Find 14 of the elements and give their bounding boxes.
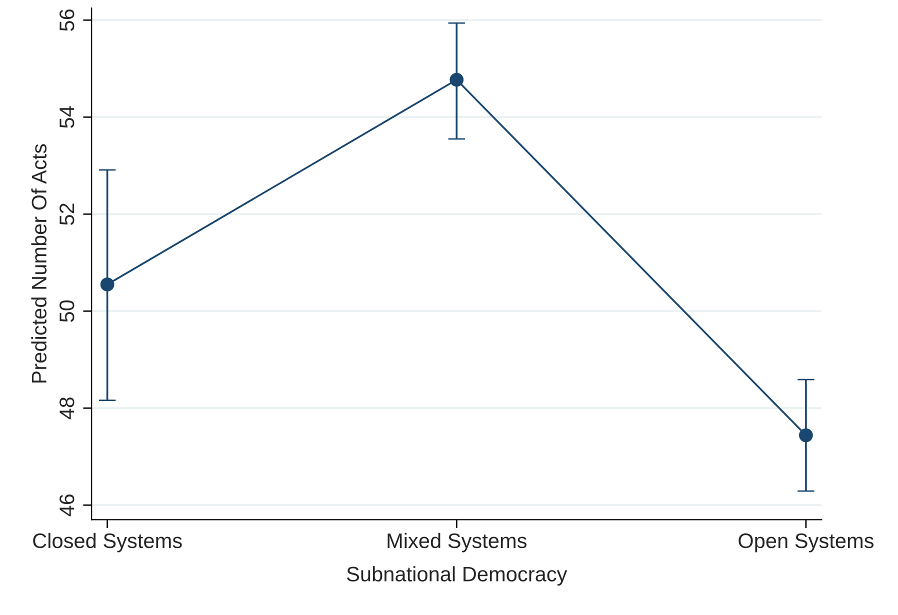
y-tick-label: 54 <box>60 106 74 128</box>
point <box>450 72 464 87</box>
x-tick-label: Closed Systems <box>33 532 182 552</box>
x-tick-label: Mixed Systems <box>388 532 526 552</box>
y-tick-label: 56 <box>60 9 74 31</box>
y-tick-label: 46 <box>60 494 74 516</box>
y-axis-title: Predicted Number Of Acts <box>31 144 47 383</box>
point <box>799 428 813 442</box>
point <box>100 278 114 292</box>
y-tick-label: 48 <box>60 397 74 420</box>
y-tick-label: 50 <box>60 300 74 322</box>
x-axis-title: Subnational Democracy <box>346 566 568 586</box>
x-tick-label: Open Systems <box>738 533 874 552</box>
y-tick-label: 52 <box>60 204 74 225</box>
